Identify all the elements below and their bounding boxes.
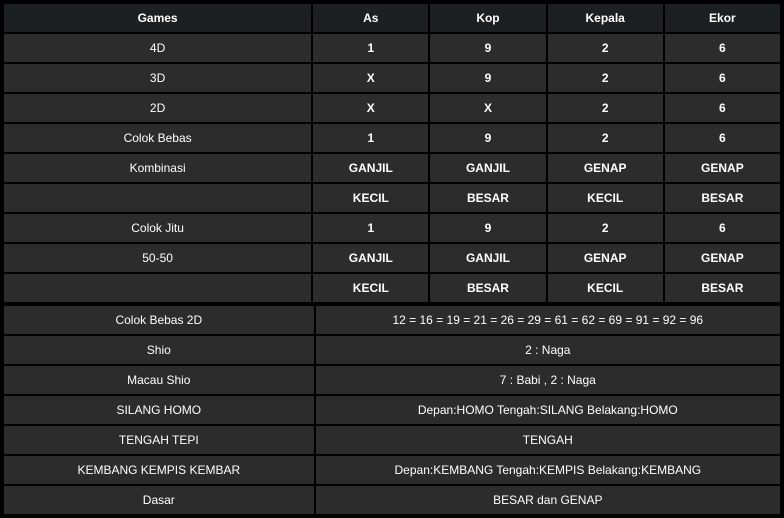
row-value-as: KECIL (313, 274, 428, 302)
row-label: TENGAH TEPI (4, 426, 314, 454)
row-value-as: KECIL (313, 184, 428, 212)
row-label: Dasar (4, 486, 314, 514)
row-value-ekor: BESAR (665, 274, 780, 302)
row-label: 4D (4, 34, 311, 62)
row-value-ekor: GENAP (665, 244, 780, 272)
row-value-ekor: 6 (665, 124, 780, 152)
row-label: Macau Shio (4, 366, 314, 394)
row-label (4, 274, 311, 302)
row-value-kop: 9 (430, 64, 545, 92)
row-value-kepala: 2 (548, 94, 663, 122)
header-as: As (313, 4, 428, 32)
results-table: Games As Kop Kepala Ekor 4D19263DX9262DX… (2, 2, 782, 304)
row-label: Colok Jitu (4, 214, 311, 242)
row-value: Depan:HOMO Tengah:SILANG Belakang:HOMO (316, 396, 780, 424)
row-label: KEMBANG KEMPIS KEMBAR (4, 456, 314, 484)
row-label: Kombinasi (4, 154, 311, 182)
row-value-kepala: 2 (548, 64, 663, 92)
results-table-span: Colok Bebas 2D12 = 16 = 19 = 21 = 26 = 2… (2, 304, 782, 516)
row-value-kepala: 2 (548, 214, 663, 242)
row-value: 12 = 16 = 19 = 21 = 26 = 29 = 61 = 62 = … (316, 306, 780, 334)
row-value-ekor: BESAR (665, 184, 780, 212)
table-row: Shio2 : Naga (4, 336, 780, 364)
table-row: KEMBANG KEMPIS KEMBARDepan:KEMBANG Tenga… (4, 456, 780, 484)
row-value-ekor: 6 (665, 214, 780, 242)
header-kop: Kop (430, 4, 545, 32)
row-label: 3D (4, 64, 311, 92)
header-kepala: Kepala (548, 4, 663, 32)
table-row: SILANG HOMODepan:HOMO Tengah:SILANG Bela… (4, 396, 780, 424)
row-value-ekor: 6 (665, 64, 780, 92)
row-value-kepala: KECIL (548, 274, 663, 302)
row-label: Shio (4, 336, 314, 364)
row-value-as: 1 (313, 214, 428, 242)
header-row: Games As Kop Kepala Ekor (4, 4, 780, 32)
row-value-as: X (313, 94, 428, 122)
table-row: Macau Shio7 : Babi , 2 : Naga (4, 366, 780, 394)
table-row: Colok Jitu1926 (4, 214, 780, 242)
row-label: Colok Bebas (4, 124, 311, 152)
row-value-kepala: 2 (548, 34, 663, 62)
table-row: Colok Bebas1926 (4, 124, 780, 152)
row-value-ekor: GENAP (665, 154, 780, 182)
row-value-kop: GANJIL (430, 154, 545, 182)
row-value-kepala: 2 (548, 124, 663, 152)
row-value: 7 : Babi , 2 : Naga (316, 366, 780, 394)
table-row: 50-50GANJILGANJILGENAPGENAP (4, 244, 780, 272)
table-row: KECILBESARKECILBESAR (4, 184, 780, 212)
table-row: KECILBESARKECILBESAR (4, 274, 780, 302)
row-value-as: X (313, 64, 428, 92)
row-label (4, 184, 311, 212)
row-value: TENGAH (316, 426, 780, 454)
row-value-as: 1 (313, 34, 428, 62)
table-row: 4D1926 (4, 34, 780, 62)
table-row: 3DX926 (4, 64, 780, 92)
table-row: TENGAH TEPITENGAH (4, 426, 780, 454)
row-label: Colok Bebas 2D (4, 306, 314, 334)
row-value-kop: BESAR (430, 184, 545, 212)
row-value: BESAR dan GENAP (316, 486, 780, 514)
row-value-kop: 9 (430, 124, 545, 152)
row-value-as: 1 (313, 124, 428, 152)
row-value-kepala: GENAP (548, 244, 663, 272)
row-value-kop: GANJIL (430, 244, 545, 272)
row-value-kop: 9 (430, 214, 545, 242)
row-value-kop: BESAR (430, 274, 545, 302)
header-games: Games (4, 4, 311, 32)
row-value-kepala: GENAP (548, 154, 663, 182)
table-row: 2DXX26 (4, 94, 780, 122)
row-value-kop: 9 (430, 34, 545, 62)
header-ekor: Ekor (665, 4, 780, 32)
table-row: KombinasiGANJILGANJILGENAPGENAP (4, 154, 780, 182)
row-value-kepala: KECIL (548, 184, 663, 212)
table-row: Colok Bebas 2D12 = 16 = 19 = 21 = 26 = 2… (4, 306, 780, 334)
row-value-ekor: 6 (665, 34, 780, 62)
row-value-as: GANJIL (313, 154, 428, 182)
row-value-ekor: 6 (665, 94, 780, 122)
row-value: 2 : Naga (316, 336, 780, 364)
row-label: 50-50 (4, 244, 311, 272)
table-row: DasarBESAR dan GENAP (4, 486, 780, 514)
row-value: Depan:KEMBANG Tengah:KEMPIS Belakang:KEM… (316, 456, 780, 484)
row-label: SILANG HOMO (4, 396, 314, 424)
row-label: 2D (4, 94, 311, 122)
row-value-as: GANJIL (313, 244, 428, 272)
row-value-kop: X (430, 94, 545, 122)
